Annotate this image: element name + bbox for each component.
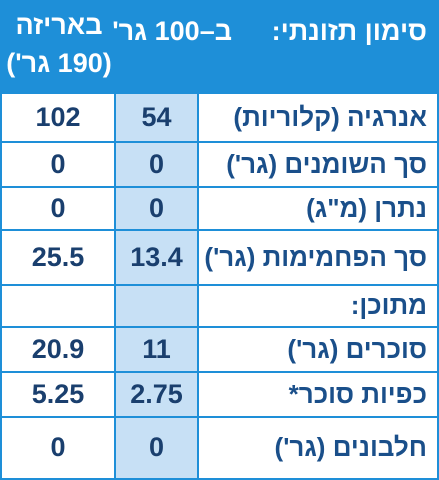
per-100g-value: 2.75 bbox=[130, 378, 183, 409]
per-100g-value: 0 bbox=[148, 148, 165, 179]
row-label: סוכרים (גר') bbox=[287, 333, 427, 364]
row-label: חלבונים (גר') bbox=[274, 431, 427, 462]
per-100g-value: 54 bbox=[141, 102, 172, 132]
per-package-value: 0 bbox=[50, 431, 66, 462]
row-label: סך הפחמימות (גר') bbox=[204, 241, 427, 272]
row-divider bbox=[2, 186, 437, 188]
row-divider bbox=[2, 141, 437, 143]
row-label: כפיות סוכר* bbox=[288, 378, 427, 409]
per-100g-value: 11 bbox=[142, 333, 171, 364]
per-package-value: 25.5 bbox=[31, 241, 85, 272]
per-package-value: 0 bbox=[50, 192, 66, 223]
header-per-package: באריזה bbox=[15, 10, 103, 40]
row-label: סך השומנים (גר') bbox=[226, 148, 427, 179]
per-package-value: 5.25 bbox=[31, 378, 85, 409]
row-divider bbox=[2, 229, 437, 231]
row-divider bbox=[2, 326, 437, 328]
row-label: מתוכן: bbox=[350, 290, 427, 320]
row-divider bbox=[2, 416, 437, 418]
per-package-value: 0 bbox=[50, 148, 66, 179]
per-100g-value: 0 bbox=[148, 192, 165, 223]
header-per-100g: ב–100 גר' bbox=[112, 16, 232, 46]
header-title: סימון תזונתי: bbox=[271, 16, 427, 46]
header-package-size: (190 גר') bbox=[6, 48, 112, 78]
per-package-value: 20.9 bbox=[31, 333, 85, 364]
per-100g-column bbox=[114, 94, 199, 478]
column-divider bbox=[197, 94, 199, 478]
row-divider bbox=[2, 371, 437, 373]
row-label: אנרגיה (קלוריות) bbox=[233, 102, 427, 132]
per-package-value: 102 bbox=[35, 102, 81, 132]
row-divider bbox=[2, 284, 437, 286]
row-label: נתרן (מ"ג) bbox=[306, 192, 427, 223]
per-100g-value: 13.4 bbox=[130, 241, 183, 272]
per-100g-value: 0 bbox=[148, 431, 165, 462]
header-band bbox=[2, 2, 437, 94]
column-divider bbox=[114, 94, 116, 478]
